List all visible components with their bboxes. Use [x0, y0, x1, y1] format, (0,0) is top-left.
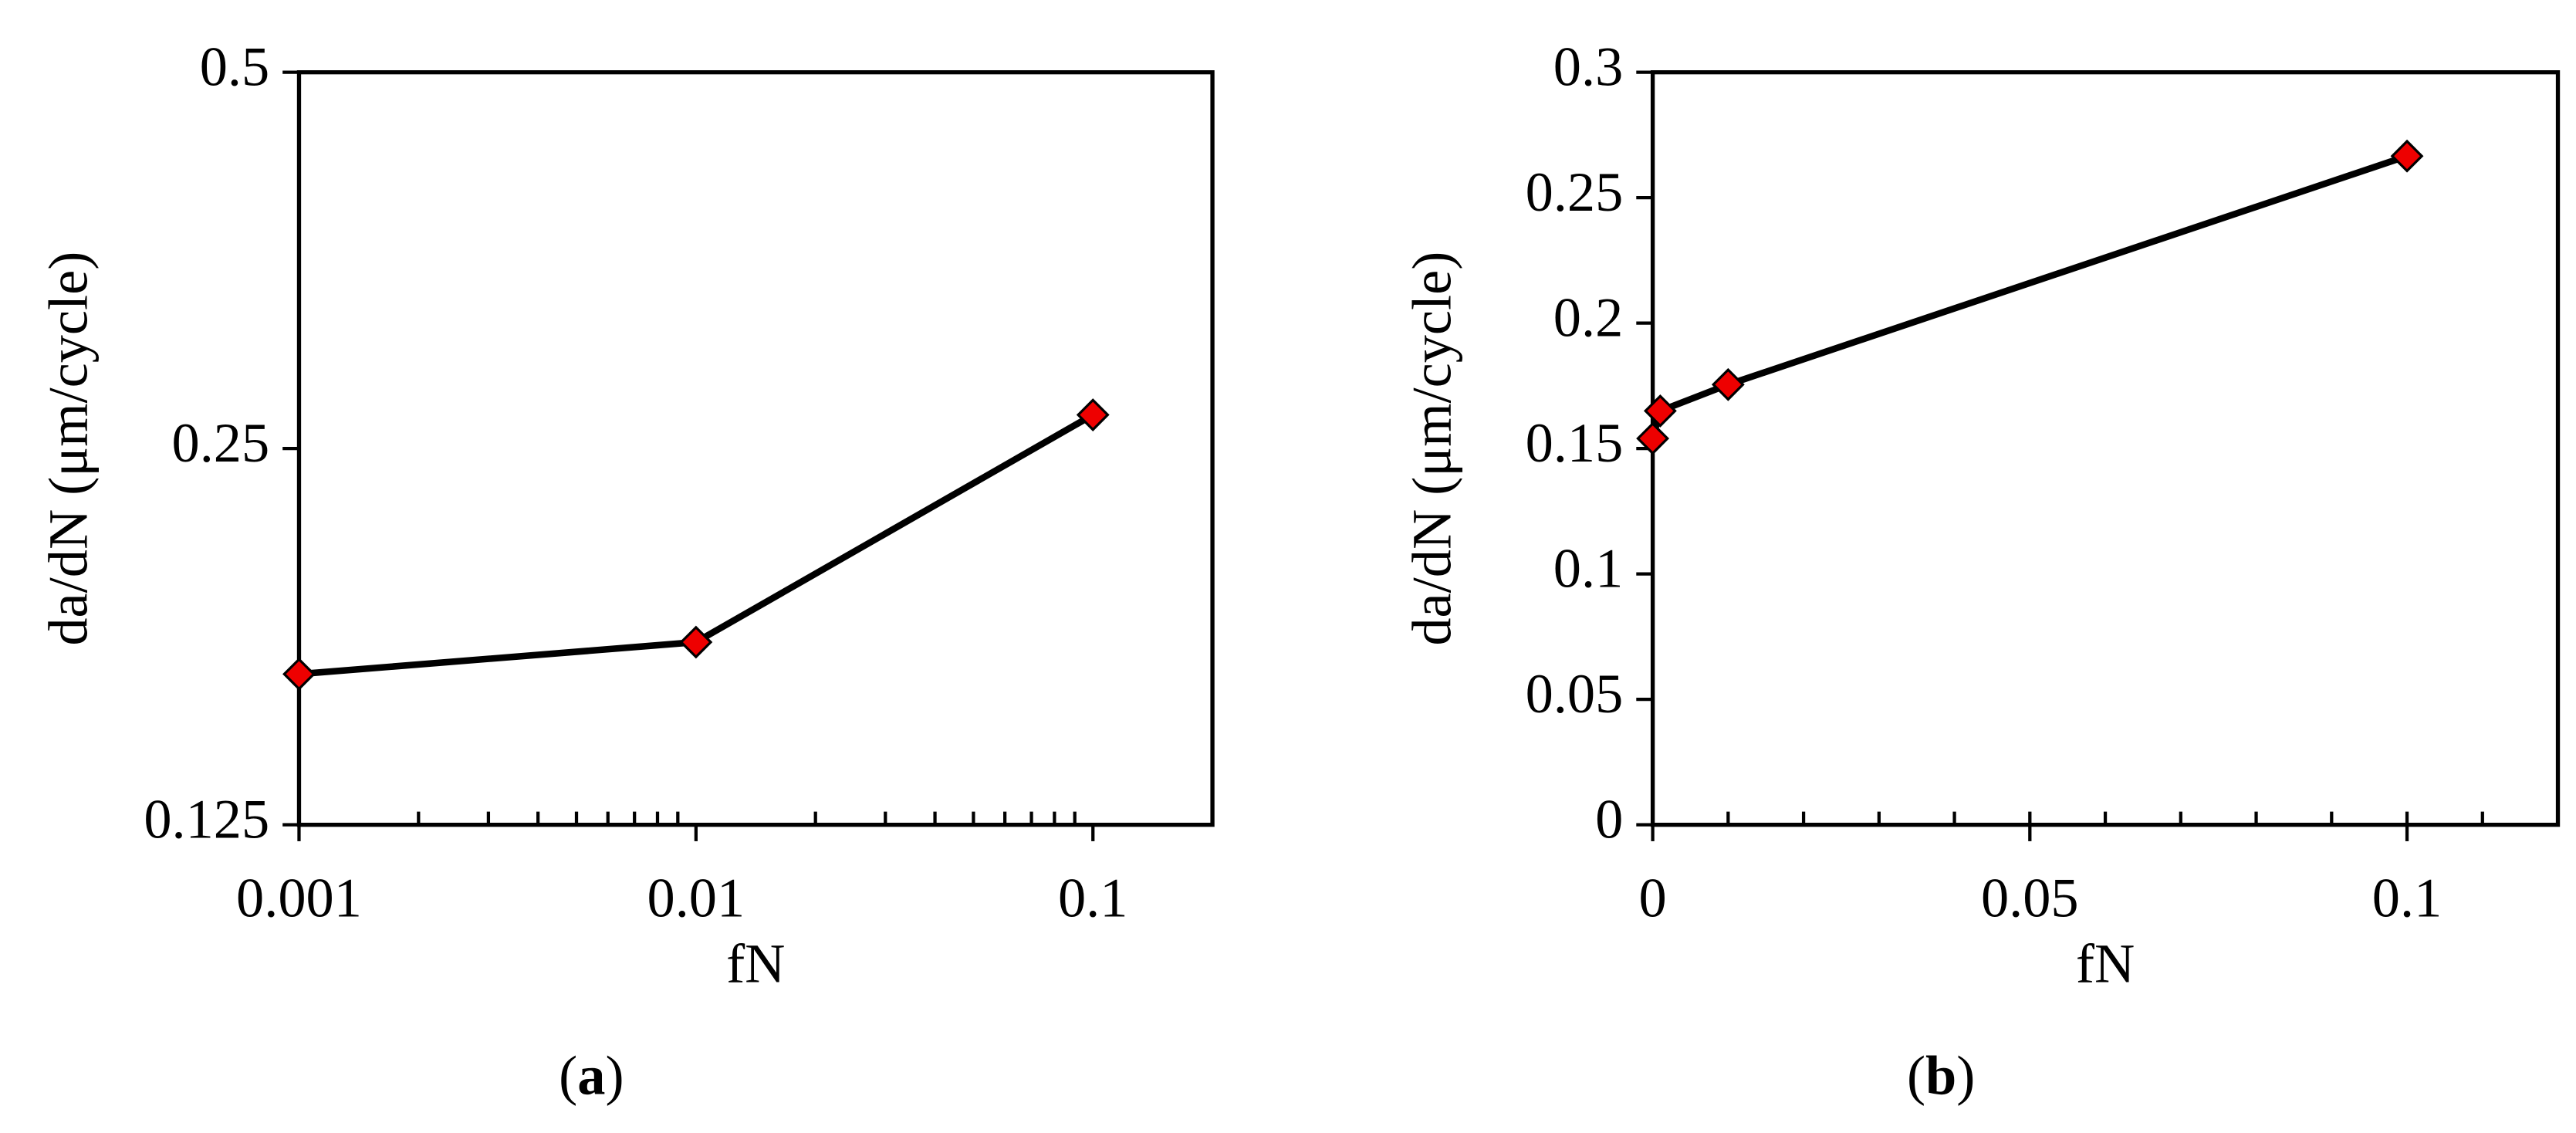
y-tick-label: 0.1	[1553, 537, 1623, 599]
y-tick-label: 0.15	[1526, 412, 1624, 474]
y-tick-label: 0.25	[172, 412, 270, 474]
y-tick-label: 0.05	[1526, 663, 1624, 725]
plot-frame	[1650, 70, 2561, 827]
y-axis-label: da/dN (μm/cycle)	[1401, 252, 1462, 646]
data-point	[1643, 394, 1677, 428]
panel-label: (a)	[559, 1044, 624, 1106]
x-axis-label: fN	[726, 933, 785, 995]
y-axis-label: da/dN (μm/cycle)	[37, 252, 99, 646]
y-tick-label: 0.25	[1526, 161, 1624, 223]
x-tick-label: 0.01	[647, 867, 745, 928]
y-tick-label: 0.3	[1553, 36, 1623, 97]
data-point	[679, 625, 713, 659]
y-tick-label: 0	[1595, 788, 1623, 850]
data-line	[1649, 153, 2409, 440]
x-tick-label: 0.1	[2372, 867, 2442, 928]
panel-label: (b)	[1907, 1044, 1975, 1106]
data-point	[1636, 421, 1670, 455]
x-tick-label: 0.1	[1058, 867, 1127, 928]
plot-frame	[296, 70, 1215, 827]
y-tick-label: 0.2	[1553, 286, 1623, 348]
x-axis-label: fN	[2076, 933, 2135, 995]
data-point	[2390, 139, 2424, 173]
x-tick-label: 0	[1638, 867, 1666, 928]
y-tick-label: 0.125	[144, 788, 269, 850]
x-tick-label: 0.05	[1981, 867, 2079, 928]
x-tick-label: 0.001	[236, 867, 362, 928]
data-point	[282, 657, 316, 691]
y-tick-label: 0.5	[200, 36, 269, 97]
data-point	[1711, 367, 1745, 401]
data-point	[1076, 398, 1110, 431]
